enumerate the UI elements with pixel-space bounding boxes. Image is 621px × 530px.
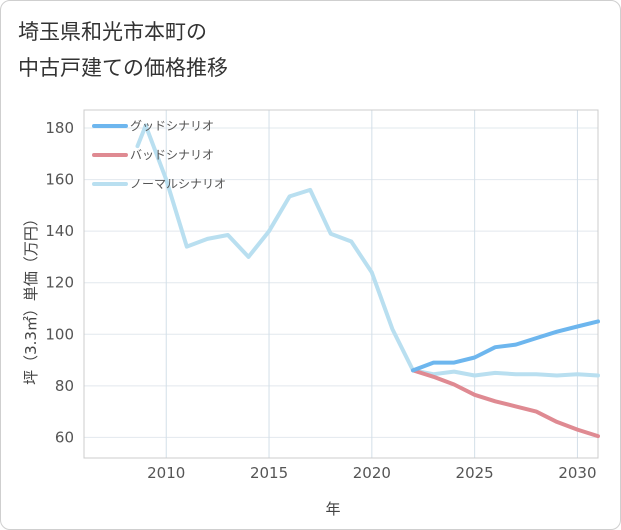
y-axis-label: 坪（3.3㎡）単価（万円） xyxy=(22,211,40,385)
grid xyxy=(84,110,598,458)
y-tick-label: 60 xyxy=(55,428,74,446)
legend-label: バッドシナリオ xyxy=(130,148,214,162)
y-tick-label: 100 xyxy=(45,325,74,343)
legend-label: ノーマルシナリオ xyxy=(130,177,226,191)
x-tick-label: 2030 xyxy=(558,464,596,482)
series-lines xyxy=(135,123,600,439)
y-tick-label: 80 xyxy=(55,377,74,395)
chart-title: 埼玉県和光市本町の 中古戸建ての価格推移 xyxy=(18,14,228,86)
series-line-2 xyxy=(135,123,600,378)
tick-labels: 60 80 100 120 140 160 180 2010 2015 2020 2025 2030 xyxy=(45,119,596,482)
legend-label: グッドシナリオ xyxy=(130,119,214,133)
chart-title-line1: 埼玉県和光市本町の xyxy=(18,20,207,44)
x-tick-label: 2020 xyxy=(353,464,391,482)
plot-area-border xyxy=(83,109,599,459)
chart-title-line2: 中古戸建ての価格推移 xyxy=(18,56,228,80)
y-tick-label: 140 xyxy=(45,222,74,240)
x-tick-label: 2010 xyxy=(147,464,185,482)
x-tick-label: 2025 xyxy=(456,464,494,482)
series-line-1 xyxy=(411,368,600,439)
x-tick-label: 2015 xyxy=(250,464,288,482)
y-tick-label: 160 xyxy=(45,171,74,189)
y-tick-label: 180 xyxy=(45,119,74,137)
y-tick-label: 120 xyxy=(45,274,74,292)
x-axis-label: 年 xyxy=(325,500,340,518)
series-line-0 xyxy=(411,319,600,373)
